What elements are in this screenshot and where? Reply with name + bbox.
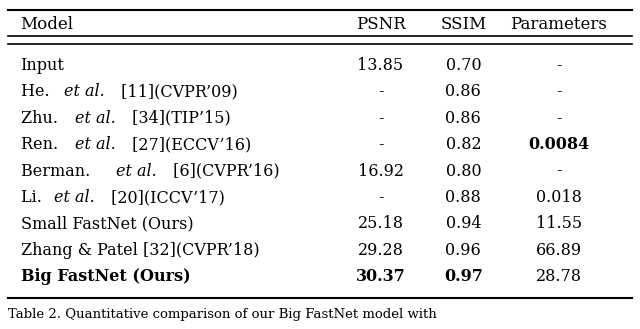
Text: Big FastNet (Ours): Big FastNet (Ours): [20, 268, 190, 285]
Text: 29.28: 29.28: [358, 242, 403, 259]
Text: 0.82: 0.82: [445, 136, 481, 153]
Text: Parameters: Parameters: [511, 16, 607, 33]
Text: Input: Input: [20, 57, 65, 74]
Text: -: -: [378, 83, 383, 100]
Text: Berman.: Berman.: [20, 163, 95, 180]
Text: 0.86: 0.86: [445, 110, 481, 127]
Text: 28.78: 28.78: [536, 268, 582, 285]
Text: 30.37: 30.37: [356, 268, 405, 285]
Text: Table 2. Quantitative comparison of our Big FastNet model with: Table 2. Quantitative comparison of our …: [8, 308, 436, 321]
Text: 16.92: 16.92: [358, 163, 404, 180]
Text: -: -: [378, 189, 383, 206]
Text: et al.: et al.: [64, 83, 104, 100]
Text: [20](ICCV’17): [20](ICCV’17): [106, 189, 225, 206]
Text: PSNR: PSNR: [356, 16, 405, 33]
Text: Small FastNet (Ours): Small FastNet (Ours): [20, 215, 193, 233]
Text: -: -: [556, 110, 562, 127]
Text: [34](TIP’15): [34](TIP’15): [127, 110, 231, 127]
Text: 0.97: 0.97: [444, 268, 483, 285]
Text: Li.: Li.: [20, 189, 47, 206]
Text: et al.: et al.: [54, 189, 95, 206]
Text: Zhang & Patel [32](CVPR’18): Zhang & Patel [32](CVPR’18): [20, 242, 259, 259]
Text: [6](CVPR’16): [6](CVPR’16): [168, 163, 280, 180]
Text: Zhu.: Zhu.: [20, 110, 63, 127]
Text: 66.89: 66.89: [536, 242, 582, 259]
Text: -: -: [556, 83, 562, 100]
Text: Ren.: Ren.: [20, 136, 63, 153]
Text: -: -: [556, 163, 562, 180]
Text: 0.80: 0.80: [445, 163, 481, 180]
Text: -: -: [378, 136, 383, 153]
Text: 11.55: 11.55: [536, 215, 582, 233]
Text: -: -: [556, 57, 562, 74]
Text: He.: He.: [20, 83, 54, 100]
Text: 0.88: 0.88: [445, 189, 481, 206]
Text: et al.: et al.: [116, 163, 157, 180]
Text: 0.70: 0.70: [445, 57, 481, 74]
Text: 0.018: 0.018: [536, 189, 582, 206]
Text: [27](ECCV’16): [27](ECCV’16): [127, 136, 252, 153]
Text: et al.: et al.: [75, 136, 116, 153]
Text: Model: Model: [20, 16, 74, 33]
Text: 0.94: 0.94: [445, 215, 481, 233]
Text: 25.18: 25.18: [358, 215, 404, 233]
Text: 0.86: 0.86: [445, 83, 481, 100]
Text: 0.96: 0.96: [445, 242, 481, 259]
Text: et al.: et al.: [75, 110, 115, 127]
Text: 13.85: 13.85: [358, 57, 404, 74]
Text: [11](CVPR’09): [11](CVPR’09): [116, 83, 238, 100]
Text: 0.0084: 0.0084: [529, 136, 589, 153]
Text: SSIM: SSIM: [440, 16, 486, 33]
Text: -: -: [378, 110, 383, 127]
